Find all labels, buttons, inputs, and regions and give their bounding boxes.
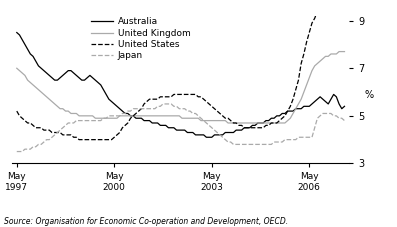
Y-axis label: %: % <box>364 90 373 100</box>
Legend: Australia, United Kingdom, United States, Japan: Australia, United Kingdom, United States… <box>91 17 191 60</box>
Text: Source: Organisation for Economic Co-operation and Development, OECD.: Source: Organisation for Economic Co-ope… <box>4 217 288 226</box>
